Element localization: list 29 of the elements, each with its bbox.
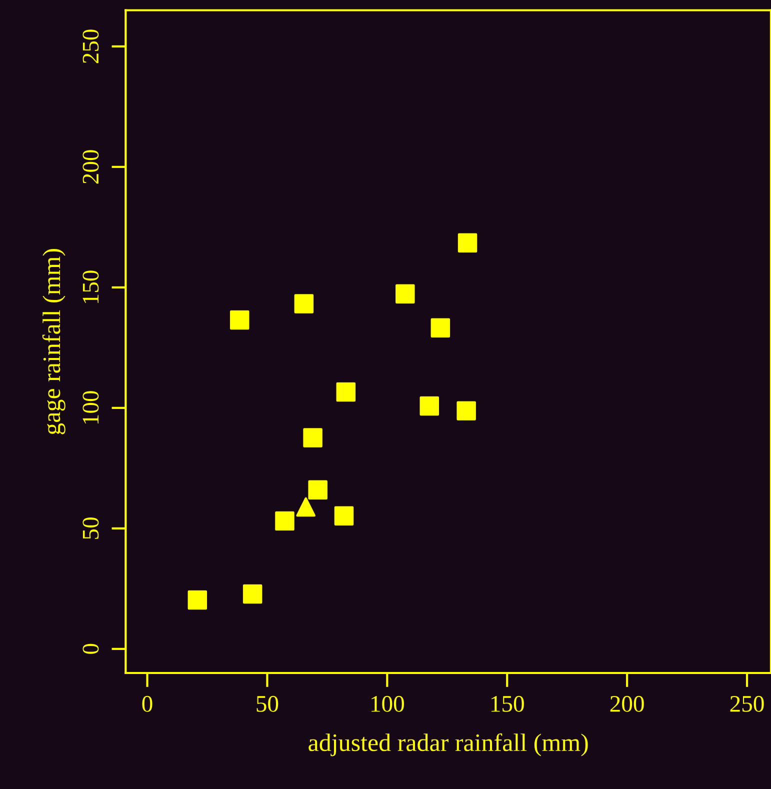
x-tick-label: 100 bbox=[372, 696, 404, 712]
x-tick-label: 250 bbox=[730, 696, 764, 712]
x-tick-label: 0 bbox=[142, 696, 152, 712]
x-axis-title: adjusted radar rainfall (mm) bbox=[308, 733, 588, 756]
point bbox=[430, 318, 450, 338]
point bbox=[308, 480, 328, 500]
y-tick-label: 150 bbox=[82, 270, 99, 304]
point bbox=[188, 590, 208, 610]
y-tick-label: 100 bbox=[82, 391, 99, 424]
point bbox=[230, 310, 250, 330]
point bbox=[296, 497, 316, 517]
x-tick-label: 150 bbox=[491, 696, 524, 712]
x-tick-label: 200 bbox=[610, 696, 644, 712]
point bbox=[420, 396, 439, 416]
point bbox=[396, 284, 415, 304]
point bbox=[456, 401, 476, 420]
y-tick-label: 50 bbox=[82, 518, 99, 539]
x-tick-label: 50 bbox=[256, 696, 278, 712]
point bbox=[242, 584, 262, 604]
y-tick-label: 200 bbox=[82, 150, 99, 184]
point bbox=[334, 506, 354, 526]
y-tick-label: 0 bbox=[82, 644, 99, 654]
y-axis-title: gage rainfall (mm) bbox=[42, 249, 66, 434]
point bbox=[294, 294, 314, 314]
point bbox=[458, 233, 478, 252]
y-tick-label: 250 bbox=[82, 30, 99, 64]
point bbox=[336, 382, 356, 402]
point bbox=[303, 428, 322, 448]
point bbox=[275, 511, 294, 531]
